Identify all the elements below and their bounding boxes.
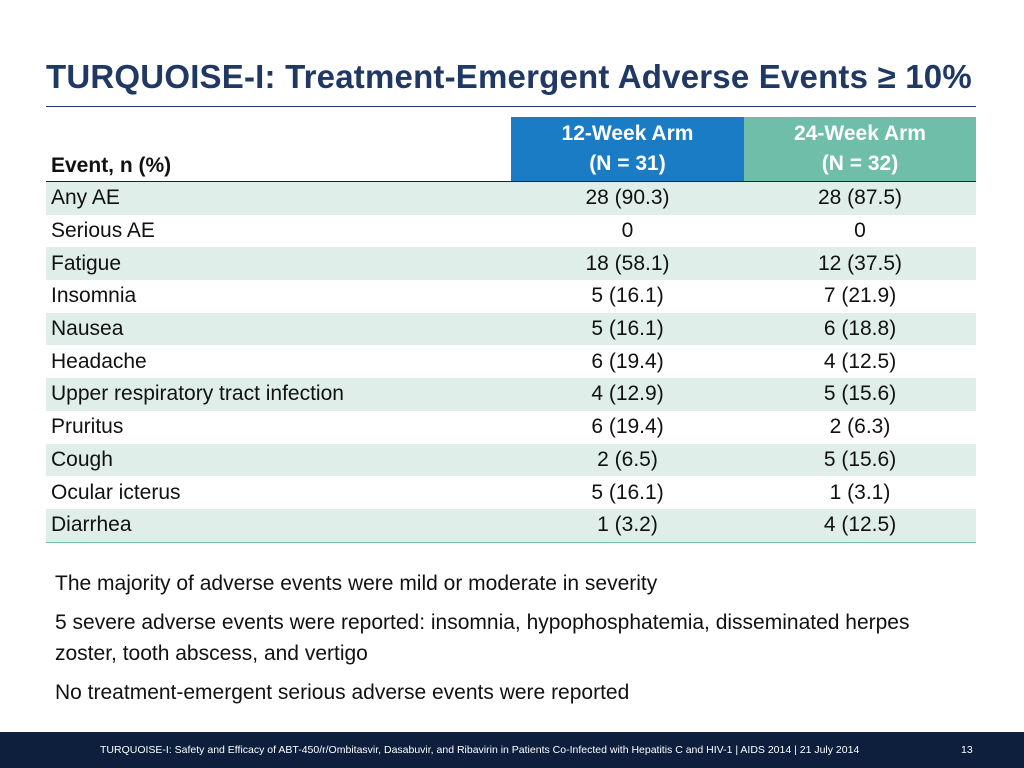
adverse-events-table: Event, n (%) 12-Week Arm (N = 31) 24-Wee… (46, 117, 976, 543)
arm1-value: 18 (58.1) (511, 247, 744, 281)
arm1-value: 28 (90.3) (511, 181, 744, 215)
arm1-value: 5 (16.1) (511, 476, 744, 509)
footer-citation: TURQUOISE-I: Safety and Efficacy of ABT-… (100, 744, 860, 756)
arm2-value: 4 (12.5) (744, 345, 976, 379)
event-name: Headache (46, 345, 511, 379)
table-row: Pruritus 6 (19.4) 2 (6.3) (46, 410, 976, 444)
event-name: Insomnia (46, 280, 511, 313)
header-12-week-arm: 12-Week Arm (N = 31) (511, 117, 744, 182)
arm1-value: 0 (511, 214, 744, 248)
arm1-value: 5 (16.1) (511, 312, 744, 346)
header-12-week-arm-n: (N = 31) (589, 152, 666, 175)
arm2-value: 1 (3.1) (744, 476, 976, 509)
event-name: Upper respiratory tract infection (46, 378, 511, 411)
note-serious-events: No treatment-emergent serious adverse ev… (55, 681, 630, 704)
header-24-week-arm-title: 24-Week Arm (794, 122, 926, 145)
note-severe-events: 5 severe adverse events were reported: i… (55, 611, 910, 665)
event-name: Serious AE (46, 214, 511, 248)
table-row: Nausea 5 (16.1) 6 (18.8) (46, 312, 976, 346)
footer-bar: TURQUOISE-I: Safety and Efficacy of ABT-… (0, 732, 1024, 768)
arm2-value: 0 (744, 214, 976, 248)
table-row: Headache 6 (19.4) 4 (12.5) (46, 345, 976, 379)
table-row: Diarrhea 1 (3.2) 4 (12.5) (46, 508, 976, 543)
arm1-value: 6 (19.4) (511, 345, 744, 379)
table-row: Fatigue 18 (58.1) 12 (37.5) (46, 247, 976, 281)
note-severity: The majority of adverse events were mild… (55, 572, 658, 595)
arm2-value: 5 (15.6) (744, 443, 976, 477)
table-row: Any AE 28 (90.3) 28 (87.5) (46, 181, 976, 215)
header-12-week-arm-title: 12-Week Arm (561, 122, 694, 145)
arm2-value: 2 (6.3) (744, 410, 976, 444)
arm1-value: 6 (19.4) (511, 410, 744, 444)
arm1-value: 4 (12.9) (511, 378, 744, 411)
table-row: Serious AE 0 0 (46, 214, 976, 248)
page-number: 13 (961, 744, 973, 756)
table-row: Cough 2 (6.5) 5 (15.6) (46, 443, 976, 477)
arm2-value: 4 (12.5) (744, 508, 976, 543)
arm1-value: 5 (16.1) (511, 280, 744, 313)
arm1-value: 2 (6.5) (511, 443, 744, 477)
arm2-value: 28 (87.5) (744, 181, 976, 215)
summary-notes: The majority of adverse events were mild… (55, 568, 975, 716)
arm1-value: 1 (3.2) (511, 508, 744, 543)
event-name: Nausea (46, 312, 511, 346)
table-row: Insomnia 5 (16.1) 7 (21.9) (46, 280, 976, 313)
table-row: Upper respiratory tract infection 4 (12.… (46, 378, 976, 411)
arm2-value: 7 (21.9) (744, 280, 976, 313)
table-row: Ocular icterus 5 (16.1) 1 (3.1) (46, 476, 976, 509)
event-name: Any AE (46, 181, 511, 215)
arm2-value: 12 (37.5) (744, 247, 976, 281)
event-name: Pruritus (46, 410, 511, 444)
arm2-value: 5 (15.6) (744, 378, 976, 411)
event-name: Diarrhea (46, 508, 511, 543)
event-name: Fatigue (46, 247, 511, 281)
arm2-value: 6 (18.8) (744, 312, 976, 346)
header-event: Event, n (%) (46, 117, 511, 182)
event-name: Ocular icterus (46, 476, 511, 509)
table-body: Any AE 28 (90.3) 28 (87.5) Serious AE 0 … (46, 181, 976, 543)
event-name: Cough (46, 443, 511, 477)
header-24-week-arm-n: (N = 32) (821, 152, 899, 175)
table-header-row: Event, n (%) 12-Week Arm (N = 31) 24-Wee… (46, 117, 976, 182)
header-24-week-arm: 24-Week Arm (N = 32) (744, 117, 976, 182)
title-divider (46, 106, 976, 107)
slide-title: TURQUOISE-I: Treatment-Emergent Adverse … (46, 58, 972, 95)
